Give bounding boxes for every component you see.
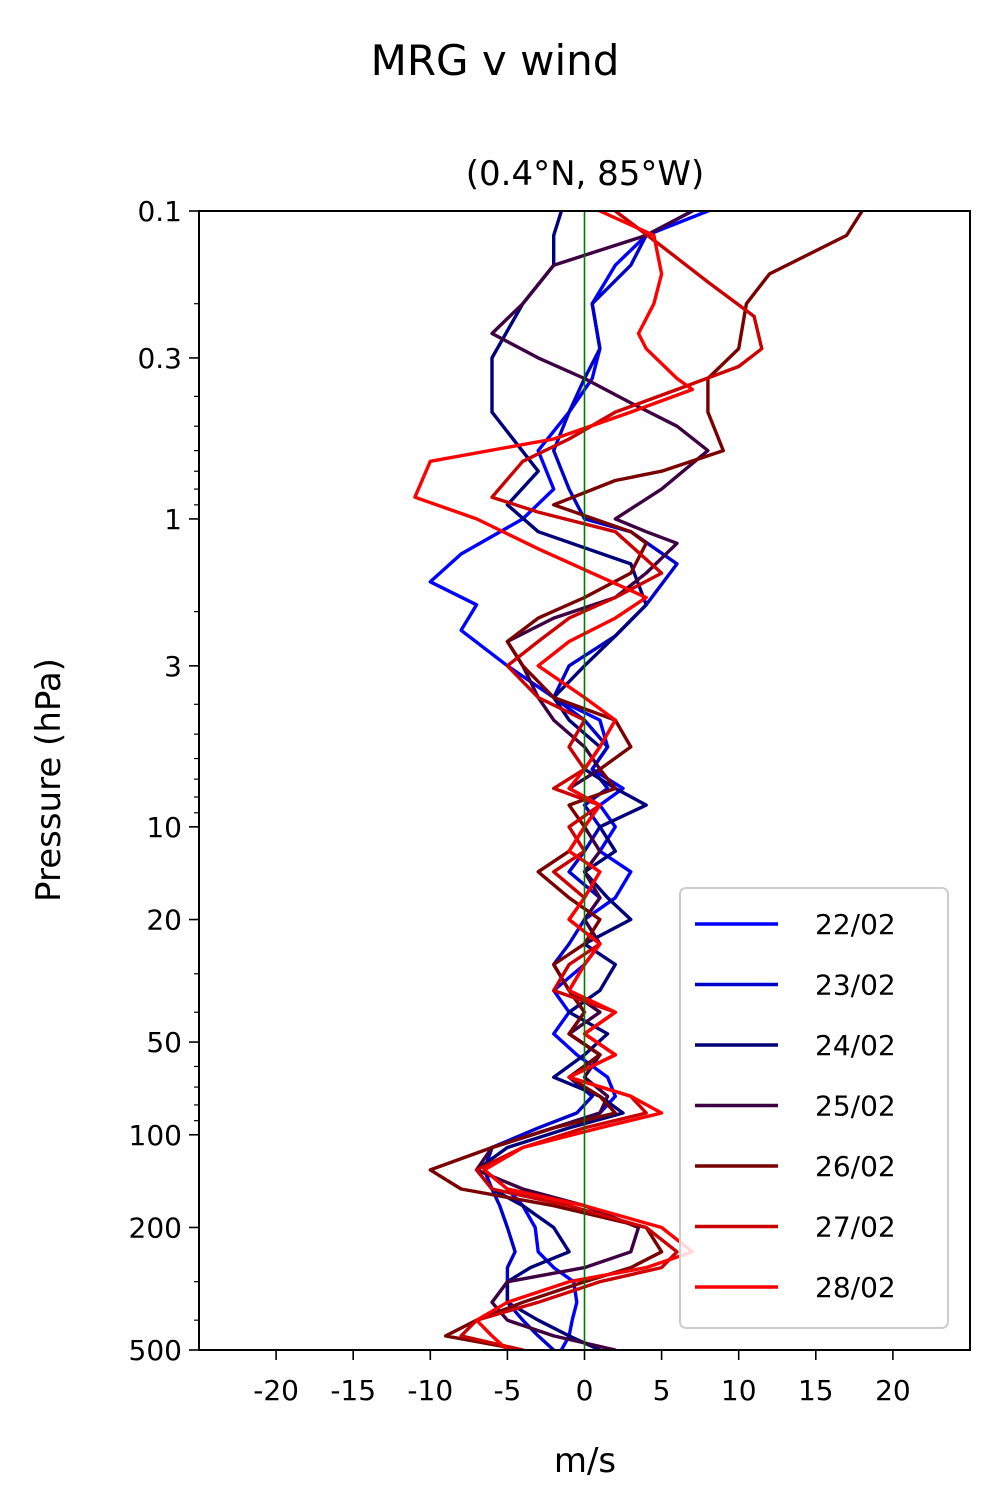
legend: 22/02 23/02 24/02 25/02 26/02 27/02 28/02: [679, 887, 949, 1329]
legend-frame: [679, 887, 949, 1329]
legend-label-2: 23/02: [815, 969, 896, 1002]
legend-label-1: 22/02: [815, 908, 896, 941]
legend-label-3: 24/02: [815, 1029, 896, 1062]
y-tick-label: 10: [146, 811, 182, 844]
y-tick-label: 20: [146, 904, 182, 937]
x-axis: -20 -15 -10 -5 0 5 10 15 20: [253, 1350, 911, 1407]
x-tick-label: 20: [875, 1374, 911, 1407]
y-tick-label: 500: [129, 1334, 182, 1367]
x-tick-label: 5: [653, 1374, 671, 1407]
legend-label-6: 27/02: [815, 1211, 896, 1244]
y-tick-label: 100: [129, 1119, 182, 1152]
legend-label-4: 25/02: [815, 1090, 896, 1123]
y-tick-label: 3: [164, 650, 182, 683]
y-tick-label: 0.3: [137, 342, 182, 375]
x-tick-label: 10: [721, 1374, 757, 1407]
chart-title: MRG v wind: [371, 36, 620, 85]
x-tick-label: -10: [407, 1374, 453, 1407]
legend-label-7: 28/02: [815, 1271, 896, 1304]
y-tick-label: 0.1: [137, 195, 182, 228]
series-line-4: [474, 211, 710, 1350]
x-axis-label: m/s: [554, 1441, 616, 1481]
chart-subtitle: (0.4°N, 85°W): [466, 154, 705, 194]
x-tick-label: -15: [330, 1374, 376, 1407]
series-line-3: [474, 211, 648, 1350]
y-axis: 0.1 0.3 1 3 10 20 50 100 200 500: [129, 195, 199, 1367]
series-line-1: [428, 211, 710, 1350]
series-line-7: [413, 211, 695, 1350]
x-tick-label: 15: [798, 1374, 834, 1407]
legend-label-5: 26/02: [815, 1150, 896, 1183]
y-axis-label: Pressure (hPa): [29, 658, 69, 902]
x-tick-label: 0: [576, 1374, 594, 1407]
x-tick-label: -5: [493, 1374, 521, 1407]
x-tick-label: -20: [253, 1374, 299, 1407]
y-tick-label: 1: [164, 503, 182, 536]
y-tick-label: 50: [146, 1026, 182, 1059]
y-tick-label: 200: [129, 1211, 182, 1244]
